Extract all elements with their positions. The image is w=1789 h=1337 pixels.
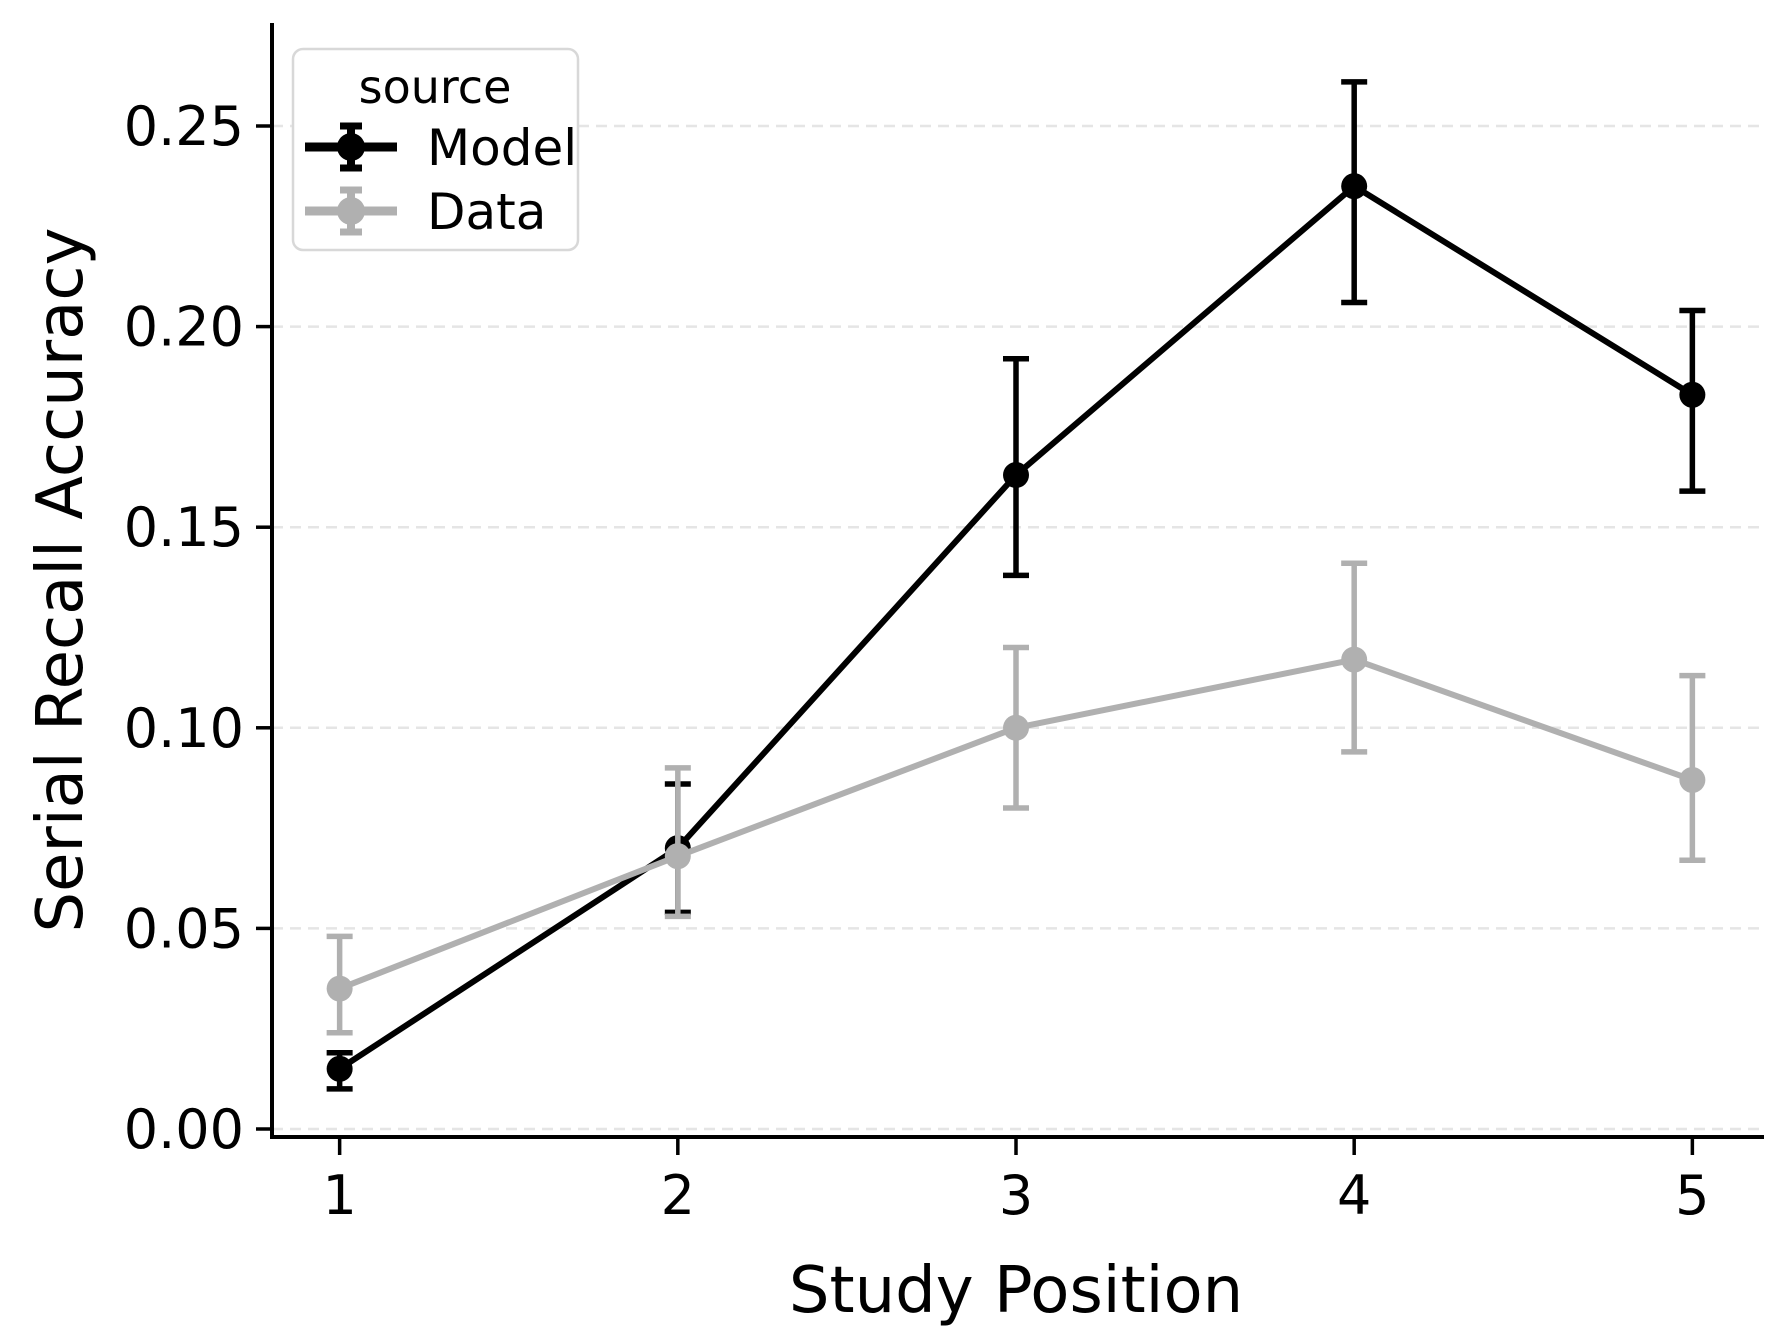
series-model xyxy=(326,79,1706,1092)
data-point-data xyxy=(664,843,691,870)
legend-box xyxy=(291,47,580,252)
legend-glyphs xyxy=(305,122,397,236)
legend-glyph-model xyxy=(305,122,397,172)
series-data xyxy=(326,560,1706,1036)
data-point-model xyxy=(326,1055,353,1082)
data-point-data xyxy=(1341,646,1368,673)
data-point-data xyxy=(1003,714,1029,741)
gridlines xyxy=(272,124,1760,1131)
axes xyxy=(256,23,1764,1155)
legend-glyph-marker xyxy=(337,133,365,161)
data-point-model xyxy=(1341,173,1368,200)
legend-entry-data-label: Data xyxy=(427,183,546,241)
data-point-data xyxy=(1679,766,1706,793)
y-tick-label: 0.05 xyxy=(124,897,244,960)
y-tick-label: 0.15 xyxy=(124,496,244,559)
x-tick-label: 3 xyxy=(999,1164,1033,1227)
legend-entry-model-label: Model xyxy=(427,119,577,177)
y-tick-label: 0.10 xyxy=(124,697,244,760)
tick-labels: 0.00 0.05 0.10 0.15 0.20 0.25 1 2 3 4 5 xyxy=(124,95,1710,1227)
legend-title: source xyxy=(359,60,512,114)
data-series xyxy=(326,79,1706,1092)
y-tick-label: 0.20 xyxy=(124,296,244,359)
x-tick-label: 4 xyxy=(1337,1164,1371,1227)
y-tick-label: 0.00 xyxy=(124,1098,244,1161)
legend-glyph-marker xyxy=(337,197,365,225)
data-point-data xyxy=(326,975,353,1002)
legend-glyph-data xyxy=(305,186,397,236)
x-axis-label: Study Position xyxy=(789,1254,1243,1328)
legend: source Model Data xyxy=(291,47,580,252)
data-point-model xyxy=(1003,462,1029,489)
y-tick-label: 0.25 xyxy=(124,95,244,158)
x-tick-label: 1 xyxy=(322,1164,356,1227)
x-tick-label: 2 xyxy=(661,1164,695,1227)
x-tick-label: 5 xyxy=(1675,1164,1709,1227)
y-axis-label: Serial Recall Accuracy xyxy=(24,228,98,933)
data-point-model xyxy=(1679,381,1706,408)
series-line-model xyxy=(336,183,1696,1072)
